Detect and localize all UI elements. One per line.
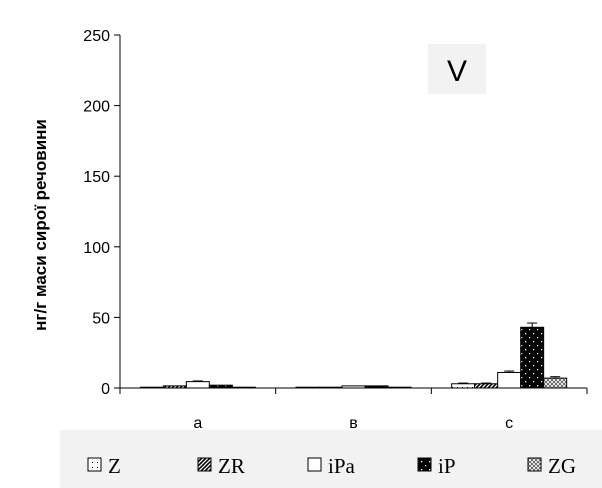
- legend-label-zg: ZG: [548, 454, 576, 478]
- legend-label-ipa: iPa: [328, 454, 356, 478]
- x-tick-label: c: [505, 415, 513, 432]
- legend-swatch-ipa: [307, 457, 322, 472]
- y-tick-label: 250: [83, 28, 110, 45]
- legend-label-z: Z: [108, 454, 121, 478]
- bar-z-в: [295, 386, 320, 389]
- bar-zr-a: [162, 385, 187, 389]
- bar-zr-в: [318, 386, 343, 389]
- y-tick-label: 50: [92, 310, 110, 327]
- bar-ip-в: [364, 385, 389, 389]
- bar-ipa-a: [185, 381, 210, 389]
- legend-label-zr: ZR: [218, 454, 245, 478]
- y-tick-label: 100: [83, 240, 110, 257]
- legend-swatch-z: [87, 457, 102, 472]
- legend-label-ip: iP: [438, 454, 456, 478]
- legend-background: [60, 430, 602, 488]
- bar-zg-a: [231, 386, 256, 389]
- bar-zg-c: [543, 377, 568, 389]
- bar-z-a: [139, 386, 164, 389]
- panel-label: V: [447, 55, 467, 88]
- bars: [139, 322, 568, 389]
- y-tick-label: 200: [83, 99, 110, 116]
- legend-swatch-zg: [527, 457, 542, 472]
- bar-zg-в: [387, 386, 412, 389]
- panel-label-box: [428, 44, 486, 94]
- bar-z-c: [451, 383, 476, 389]
- bar-zr-c: [474, 383, 499, 389]
- bar-ip-a: [208, 384, 233, 389]
- bar-ip-c: [520, 326, 545, 389]
- x-tick-label: в: [349, 415, 358, 432]
- y-tick-label: 150: [83, 169, 110, 186]
- legend-swatch-ip: [417, 457, 432, 472]
- y-tick-label: 0: [101, 381, 110, 398]
- bar-ipa-в: [341, 385, 366, 389]
- legend: Z ZR iPa iP ZG: [87, 454, 576, 478]
- x-tick-label: a: [193, 415, 202, 432]
- y-axis-label: нг/г маси сирої речовини: [31, 119, 50, 331]
- bar-ipa-c: [497, 371, 522, 389]
- legend-swatch-zr: [197, 457, 212, 472]
